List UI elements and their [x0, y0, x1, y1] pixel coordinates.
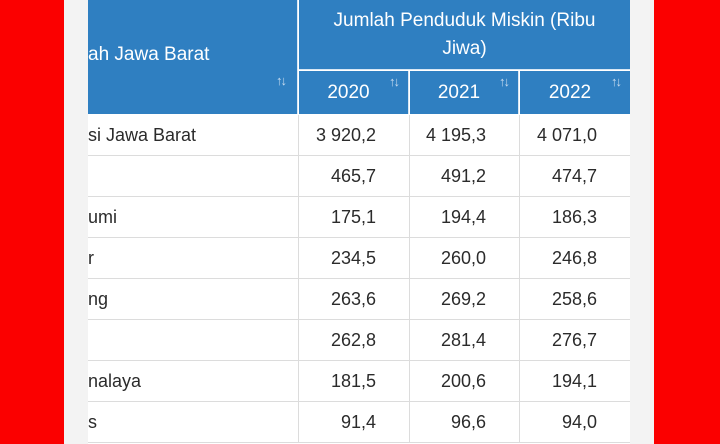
value-cell-2022: 186,3 — [551, 207, 597, 227]
region-name-cell: s — [88, 402, 299, 443]
table-row: 262,8 281,4 276,7 — [88, 320, 630, 361]
sort-arrows-icon[interactable]: ↑↓ — [499, 74, 510, 89]
table-row: umi 175,1 194,4 186,3 — [88, 197, 630, 238]
value-cell-2020: 234,5 — [299, 238, 410, 279]
region-name-cell: nalaya — [88, 361, 299, 402]
page-margin-left — [64, 0, 88, 444]
sort-arrows-icon[interactable]: ↑↓ — [276, 73, 287, 88]
table-row: s 91,4 96,6 94,0 — [88, 402, 630, 443]
value-cell-2020: 262,8 — [299, 320, 410, 361]
value-cell-2020: 263,6 — [299, 279, 410, 320]
region-name-cell: si Jawa Barat — [88, 115, 299, 156]
column-header-region[interactable]: ah Jawa Barat ↑↓ — [88, 0, 298, 114]
sort-arrows-icon[interactable]: ↑↓ — [389, 74, 400, 89]
table-row: si Jawa Barat 3 920,2 4 195,3 4 071,0 — [88, 115, 630, 156]
region-name-cell — [88, 320, 299, 361]
column-header-2020[interactable]: 2020 ↑↓ — [299, 71, 409, 114]
value-cell-2020: 181,5 — [299, 361, 410, 402]
region-name-cell: r — [88, 238, 299, 279]
value-cell-2022: 4 071,0 — [536, 125, 597, 145]
right-red-band — [654, 0, 720, 444]
value-cell-2021: 281,4 — [410, 320, 520, 361]
value-cell-2021: 194,4 — [410, 197, 520, 238]
region-name-cell: ng — [88, 279, 299, 320]
value-cell-2021: 200,6 — [410, 361, 520, 402]
table-row: r 234,5 260,0 246,8 — [88, 238, 630, 279]
sort-arrows-icon[interactable]: ↑↓ — [611, 74, 622, 89]
column-header-2022[interactable]: 2022 ↑↓ — [520, 71, 630, 114]
column-header-year-label: 2020 — [327, 81, 370, 103]
value-cell-2021: 96,6 — [410, 402, 520, 443]
table-row: ng 263,6 269,2 258,6 — [88, 279, 630, 320]
value-cell-2021: 491,2 — [410, 156, 520, 197]
column-header-year-label: 2022 — [548, 81, 592, 103]
column-group-header: Jumlah Penduduk Miskin (Ribu Jiwa) — [299, 0, 630, 70]
poverty-table: ah Jawa Barat ↑↓ Jumlah Penduduk Miskin … — [88, 0, 630, 444]
column-header-year-label: 2021 — [437, 81, 481, 103]
column-header-2021[interactable]: 2021 ↑↓ — [410, 71, 519, 114]
column-header-region-label: ah Jawa Barat — [88, 44, 210, 65]
region-name-cell: umi — [88, 197, 299, 238]
value-cell-2020: 3 920,2 — [299, 115, 410, 156]
region-name-cell — [88, 156, 299, 197]
value-cell-2022: 94,0 — [561, 412, 597, 432]
page-margin-right — [630, 0, 654, 444]
value-cell-2020: 175,1 — [299, 197, 410, 238]
value-cell-2022: 194,1 — [551, 371, 597, 391]
value-cell-2022: 258,6 — [551, 289, 597, 309]
value-cell-2022: 246,8 — [551, 248, 597, 268]
value-cell-2021: 260,0 — [410, 238, 520, 279]
value-cell-2021: 269,2 — [410, 279, 520, 320]
value-cell-2021: 4 195,3 — [410, 115, 520, 156]
table-row: 465,7 491,2 474,7 — [88, 156, 630, 197]
left-red-band — [0, 0, 64, 444]
value-cell-2020: 91,4 — [299, 402, 410, 443]
value-cell-2020: 465,7 — [299, 156, 410, 197]
value-cell-2022: 276,7 — [551, 330, 597, 350]
table-row: nalaya 181,5 200,6 194,1 — [88, 361, 630, 402]
value-cell-2022: 474,7 — [551, 166, 597, 186]
